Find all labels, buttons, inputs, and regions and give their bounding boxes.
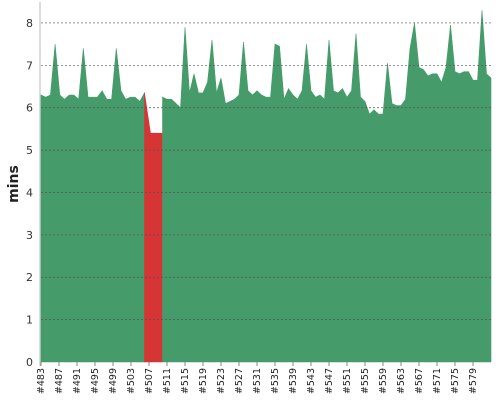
x-tick-label: #503 bbox=[126, 368, 137, 394]
y-tick-label-6: 6 bbox=[26, 102, 33, 115]
y-tick-label-0: 0 bbox=[26, 356, 33, 369]
y-tick-label-8: 8 bbox=[26, 17, 33, 30]
area-series-0 bbox=[40, 44, 145, 363]
x-tick-label: #535 bbox=[270, 368, 281, 394]
x-tick-label: #499 bbox=[108, 368, 119, 394]
area-series-1 bbox=[144, 92, 163, 363]
x-tick-label: #491 bbox=[72, 368, 83, 394]
x-tick-label: #511 bbox=[162, 368, 173, 394]
x-tick-label: #507 bbox=[144, 368, 155, 394]
area-series-2 bbox=[162, 10, 492, 363]
x-tick-label: #495 bbox=[90, 368, 101, 394]
y-tick-label-1: 1 bbox=[26, 314, 33, 327]
y-tick-label-7: 7 bbox=[26, 59, 33, 72]
y-axis-label: mins bbox=[6, 165, 22, 203]
y-tick-label-3: 3 bbox=[26, 229, 33, 242]
x-tick-label: #551 bbox=[342, 368, 353, 394]
y-tick-label-5: 5 bbox=[26, 144, 33, 157]
x-tick-label: #519 bbox=[198, 368, 209, 394]
x-tick-label: #539 bbox=[288, 368, 299, 394]
x-tick-label: #483 bbox=[36, 368, 47, 394]
x-tick-label: #563 bbox=[396, 368, 407, 394]
x-tick-label: #515 bbox=[180, 368, 191, 394]
x-tick-label: #571 bbox=[432, 368, 443, 394]
x-tick-label: #547 bbox=[324, 368, 335, 394]
x-tick-label: #579 bbox=[468, 368, 479, 394]
x-tick-label: #543 bbox=[306, 368, 317, 394]
y-tick-label-4: 4 bbox=[26, 186, 33, 199]
x-tick-label: #575 bbox=[450, 368, 461, 394]
x-tick-label: #559 bbox=[378, 368, 389, 394]
x-tick-label: #567 bbox=[414, 368, 425, 394]
x-tick-label: #555 bbox=[360, 368, 371, 394]
x-tick-label: #487 bbox=[54, 368, 65, 394]
x-tick-label: #527 bbox=[234, 368, 245, 394]
x-tick-label: #523 bbox=[216, 368, 227, 394]
y-tick-label-2: 2 bbox=[26, 271, 33, 284]
x-tick-label: #531 bbox=[252, 368, 263, 394]
